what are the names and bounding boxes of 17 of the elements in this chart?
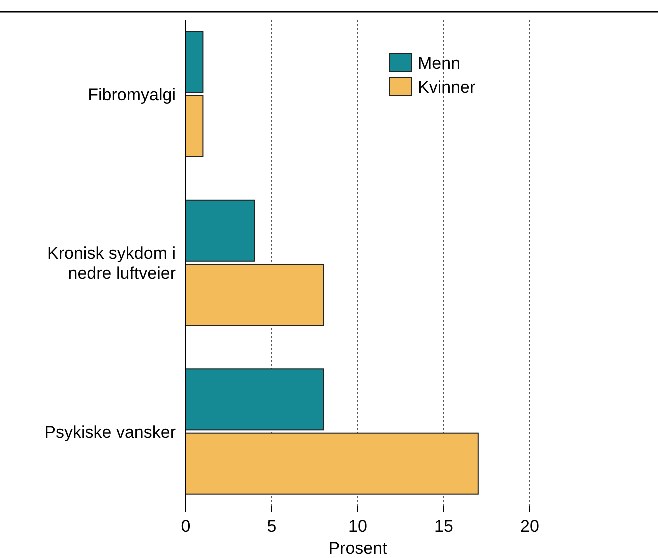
bar: [186, 31, 204, 94]
legend-label: Kvinner: [418, 78, 476, 97]
x-tick-label: 0: [181, 517, 191, 536]
x-tick-label: 20: [520, 517, 540, 536]
y-tick-label: Fibromyalgi: [88, 85, 176, 104]
legend-label: Menn: [418, 54, 461, 73]
y-tick-label: Kronisk sykdom i nedre luftveier: [48, 244, 176, 283]
x-axis-title: Prosent: [328, 539, 388, 558]
bar: [186, 95, 204, 158]
bar: [186, 432, 479, 495]
bar: [186, 200, 256, 262]
x-tick-label: 15: [434, 517, 454, 536]
bar: [186, 368, 324, 431]
y-tick-label: Psykiske vansker: [44, 422, 176, 442]
x-tick-label: 5: [267, 517, 277, 536]
x-tick-label: 10: [348, 517, 368, 536]
bar: [186, 264, 324, 326]
